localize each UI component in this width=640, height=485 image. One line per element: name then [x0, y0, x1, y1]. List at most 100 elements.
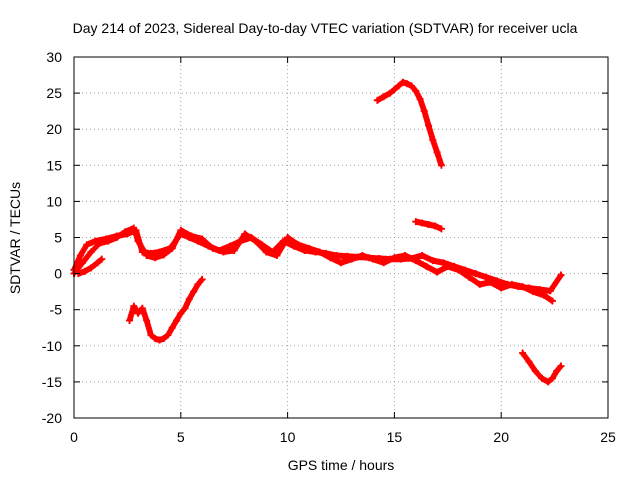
data-point: [476, 280, 484, 288]
y-tick-label: -5: [50, 302, 63, 318]
data-point: [433, 148, 441, 156]
data-point: [160, 335, 168, 343]
x-axis-title: GPS time / hours: [288, 457, 395, 473]
data-point: [262, 248, 270, 256]
data-point: [373, 96, 381, 104]
y-tick-label: -10: [42, 338, 62, 354]
data-point: [412, 218, 420, 226]
data-point: [337, 259, 345, 267]
series-arc-7: [519, 349, 565, 386]
data-point: [98, 255, 106, 263]
data-point: [87, 248, 95, 256]
data-point: [76, 252, 84, 260]
data-point: [220, 248, 228, 256]
data-point: [113, 234, 121, 241]
data-point: [390, 85, 398, 93]
data-point: [83, 241, 91, 249]
data-point: [531, 367, 539, 375]
data-point: [416, 95, 424, 103]
data-point: [420, 107, 428, 115]
data-point: [418, 219, 426, 227]
y-tick-label: -20: [42, 410, 62, 426]
data-point: [548, 374, 556, 382]
x-tick-label: 15: [387, 429, 403, 445]
y-axis-title: SDTVAR / TECUs: [7, 182, 23, 294]
data-point: [187, 232, 195, 240]
data-point: [437, 225, 445, 233]
data-point: [93, 259, 101, 267]
data-point: [422, 262, 430, 270]
data-point: [294, 241, 302, 249]
data-point: [198, 235, 206, 243]
data-point: [273, 252, 281, 260]
data-point: [519, 283, 527, 291]
data-point: [198, 275, 206, 283]
data-point: [168, 244, 176, 252]
y-tick-label: 25: [46, 85, 62, 101]
data-point: [164, 331, 172, 339]
data-point: [390, 254, 398, 262]
series-arc-5: [373, 78, 445, 169]
y-tick-label: 10: [46, 193, 62, 209]
x-tick-label: 25: [600, 429, 616, 445]
data-point: [529, 288, 537, 296]
data-markers: [70, 78, 565, 386]
data-point: [497, 284, 505, 292]
y-tick-label: 5: [54, 230, 62, 246]
data-point: [386, 89, 394, 97]
data-point: [369, 255, 377, 263]
data-point: [190, 288, 198, 296]
data-point: [79, 259, 87, 267]
data-point: [241, 230, 249, 238]
chart-title: Day 214 of 2023, Sidereal Day-to-day VTE…: [73, 20, 578, 36]
data-point: [380, 259, 388, 267]
data-point: [525, 358, 533, 366]
data-point: [395, 82, 403, 90]
data-point: [143, 317, 151, 325]
data-point: [126, 317, 134, 325]
data-point: [284, 234, 292, 241]
data-point: [155, 336, 163, 344]
data-point: [326, 254, 334, 262]
data-point: [433, 268, 441, 276]
data-point: [544, 378, 552, 386]
data-point: [403, 80, 411, 88]
x-tick-label: 0: [70, 429, 78, 445]
x-tick-label: 10: [280, 429, 296, 445]
series-arc-6: [412, 218, 445, 233]
data-point: [412, 87, 420, 95]
data-point: [177, 309, 185, 317]
data-point: [87, 264, 95, 272]
y-tick-label: 20: [46, 121, 62, 137]
data-point: [429, 136, 437, 144]
data-point: [546, 287, 554, 295]
data-point: [81, 267, 89, 275]
data-point: [134, 309, 142, 317]
data-point: [508, 280, 516, 288]
data-point: [553, 367, 561, 375]
data-point: [401, 252, 409, 260]
data-point: [380, 93, 388, 101]
data-point: [407, 82, 415, 90]
data-point: [444, 262, 452, 270]
data-point: [465, 273, 473, 281]
data-point: [519, 349, 527, 357]
data-point: [399, 78, 407, 86]
data-point: [487, 278, 495, 286]
y-tick-label: 0: [54, 266, 62, 282]
data-point: [121, 228, 129, 236]
data-point: [316, 248, 324, 256]
data-point: [548, 297, 556, 305]
data-point: [454, 266, 462, 274]
data-point: [540, 291, 548, 299]
data-point: [431, 222, 439, 230]
data-point: [151, 254, 159, 262]
data-point: [305, 244, 313, 252]
data-point: [160, 251, 168, 259]
data-point: [181, 304, 189, 312]
data-point: [194, 280, 202, 288]
data-point: [348, 255, 356, 263]
data-point: [147, 331, 155, 339]
data-point: [425, 221, 433, 229]
